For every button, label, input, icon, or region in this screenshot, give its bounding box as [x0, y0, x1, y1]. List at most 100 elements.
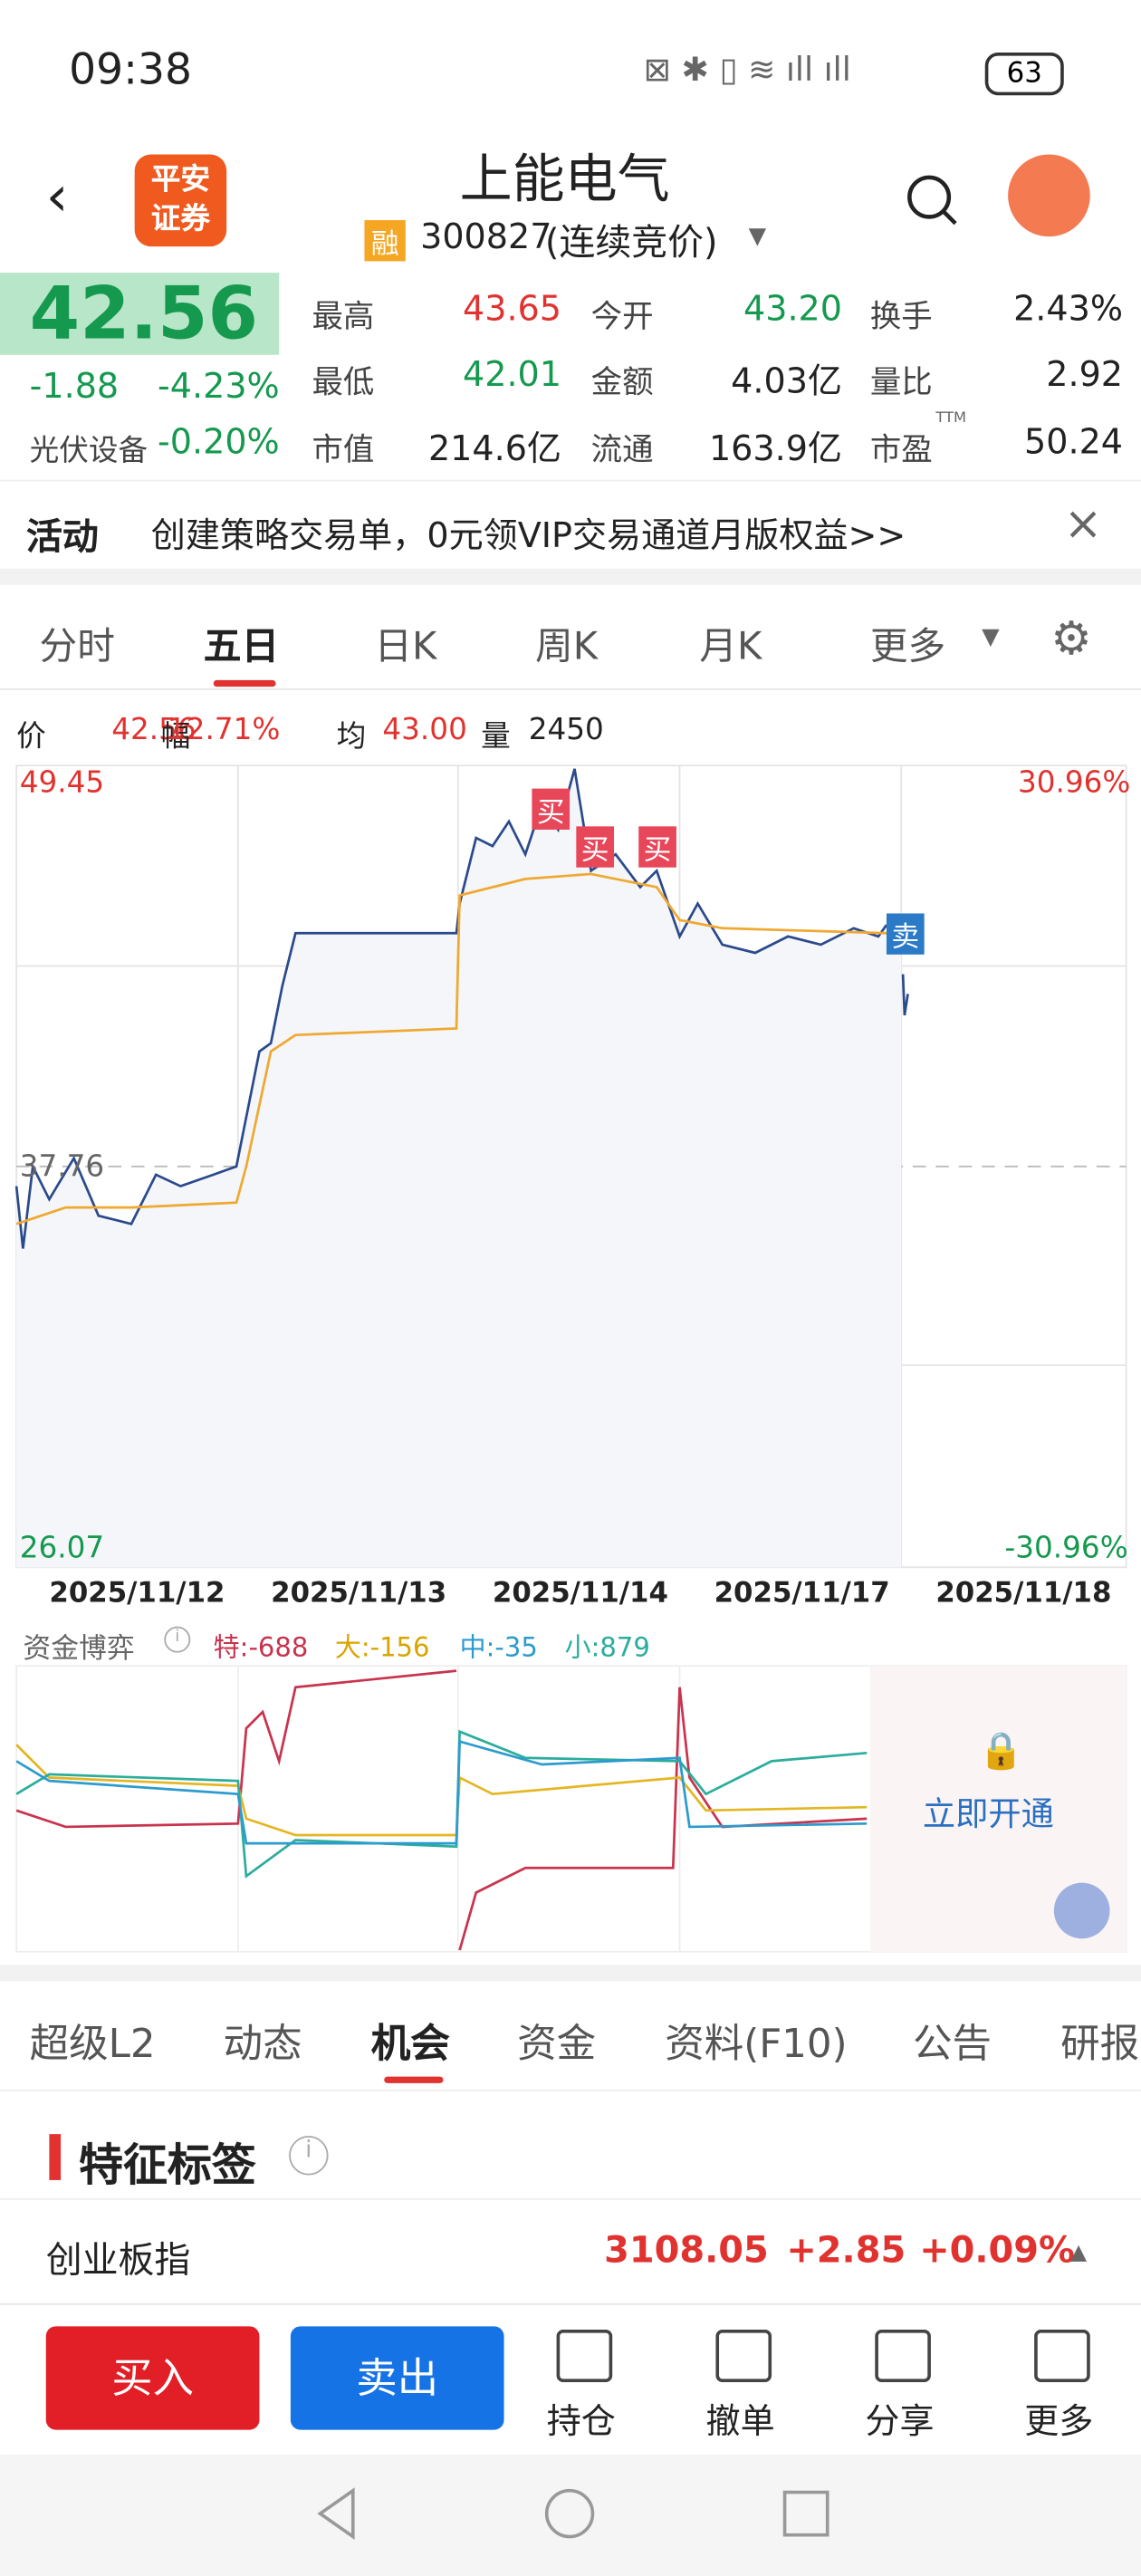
status-icons: ⊠ ✱ ▯ ≋ ıll ıll [643, 49, 851, 89]
divider [0, 2197, 1141, 2200]
logo[interactable]: 平安 证券 [134, 154, 227, 247]
index-pct: +0.09% [919, 2231, 1076, 2273]
tab[interactable]: 资料(F10) [665, 2020, 848, 2067]
buy-marker: 买 [576, 826, 615, 868]
stat-value: 4.03亿 [731, 361, 843, 401]
pct: -4.23% [158, 366, 280, 407]
dropdown[interactable]: ▼ [982, 624, 1000, 651]
stat-value: 163.9亿 [708, 428, 843, 468]
sell-marker: 卖 [886, 913, 925, 955]
fund-item: 中:-35 [459, 1631, 538, 1663]
price-area [16, 768, 902, 1568]
fund-title: 资金博弈 [23, 1632, 135, 1667]
tab[interactable]: 更多 [869, 626, 946, 669]
logo-text: 平安 [150, 162, 211, 197]
settings[interactable]: ⚙ [1050, 610, 1092, 666]
title: 上能电气 [459, 148, 670, 211]
activity-text[interactable]: 创建策略交易单，0元领VIP交易通道月版权益>> [150, 515, 906, 556]
tool-label[interactable]: 更多 [1024, 2401, 1094, 2442]
stat-value: 42.01 [463, 354, 562, 395]
tab-indicator [384, 2076, 444, 2083]
sector: 光伏设备 [29, 433, 149, 468]
divider [0, 687, 1141, 690]
tool-icon[interactable]: 撤单 [715, 2329, 772, 2383]
price-line [901, 974, 909, 1016]
avatar[interactable] [1008, 154, 1090, 237]
tool-icon[interactable]: 持仓 [556, 2329, 613, 2383]
divider [0, 2302, 1141, 2305]
tab[interactable]: 机会 [370, 2020, 450, 2067]
date: 2025/11/12 [49, 1577, 225, 1610]
stat-label: 最低 [312, 364, 375, 401]
tab-indicator [213, 679, 276, 687]
tab[interactable]: 公告 [912, 2020, 992, 2067]
pct-high: 30.96% [1017, 765, 1131, 801]
expand[interactable] [1053, 1882, 1110, 1939]
tool-label[interactable]: 分享 [865, 2401, 935, 2442]
price-box [0, 273, 280, 355]
info-value: 12.71% [167, 713, 281, 748]
ttm: TTM [935, 410, 967, 428]
tool-icon[interactable]: 更多 [1034, 2329, 1090, 2383]
date: 2025/11/18 [935, 1577, 1112, 1610]
code: 300827 [420, 216, 552, 256]
info-icon[interactable]: i [164, 1626, 191, 1653]
sell-button[interactable]: 卖出 [290, 2326, 504, 2430]
tab[interactable]: 五日 [203, 626, 280, 669]
info-label: 价 [16, 719, 46, 755]
tab[interactable]: 分时 [39, 626, 115, 669]
date: 2025/11/17 [714, 1577, 890, 1610]
tool-icon[interactable]: 分享 [875, 2329, 931, 2383]
back[interactable]: ‹ [45, 164, 69, 230]
lock: 🔒 [978, 1731, 1024, 1773]
stat-label: 今开 [590, 299, 654, 336]
logo-text: 证券 [150, 202, 211, 237]
stat-label: 市盈 [869, 432, 933, 468]
tab[interactable]: 研报 [1060, 2020, 1140, 2067]
tool-label[interactable]: 持仓 [546, 2401, 616, 2442]
activity-label: 活动 [26, 517, 99, 559]
stat-label: 流通 [590, 432, 654, 468]
divider [0, 1965, 1141, 1982]
divider [0, 568, 1141, 585]
tab[interactable]: 资金 [517, 2020, 597, 2067]
fund-item: 大:-156 [334, 1631, 430, 1663]
price: 42.56 [29, 273, 258, 357]
stat-value: 43.65 [463, 289, 562, 329]
avg-line [15, 872, 887, 1226]
arrow: ▲ [1070, 2241, 1088, 2266]
tab[interactable]: 日K [374, 626, 437, 669]
y-low: 26.07 [19, 1531, 105, 1566]
sector-pct: -0.20% [158, 422, 280, 462]
tab[interactable]: 周K [535, 626, 599, 669]
date: 2025/11/14 [492, 1577, 668, 1610]
unlock[interactable]: 立即开通 [922, 1793, 1054, 1834]
close[interactable]: × [1063, 495, 1103, 551]
stat-label: 金额 [590, 364, 654, 401]
battery: 63 [984, 53, 1064, 96]
stat-value: 214.6亿 [427, 428, 562, 468]
stat-value: 2.92 [1046, 354, 1124, 395]
tab[interactable]: 月K [699, 626, 762, 669]
divider [0, 479, 1141, 482]
badge: 融 [364, 220, 406, 262]
mode[interactable]: (连续竞价) [544, 223, 718, 265]
price-line [14, 768, 888, 1249]
fund-item: 小:879 [564, 1631, 650, 1663]
buy-marker: 买 [638, 826, 676, 868]
search[interactable] [903, 171, 962, 230]
tab[interactable]: 动态 [223, 2020, 302, 2067]
buy-button[interactable]: 买入 [45, 2326, 260, 2430]
price-chart [14, 764, 1127, 1569]
info-icon[interactable]: i [289, 2135, 329, 2176]
index-name: 创业板指 [45, 2241, 191, 2283]
tool-label[interactable]: 撤单 [705, 2401, 775, 2442]
time: 09:38 [69, 45, 192, 96]
y-mid: 37.76 [19, 1149, 105, 1185]
stat-label: 量比 [869, 364, 933, 401]
fund-item: 特:-688 [213, 1631, 309, 1663]
tab[interactable]: 超级L2 [29, 2020, 156, 2067]
dropdown[interactable]: ▼ [748, 223, 767, 250]
info-value: 43.00 [382, 713, 467, 748]
